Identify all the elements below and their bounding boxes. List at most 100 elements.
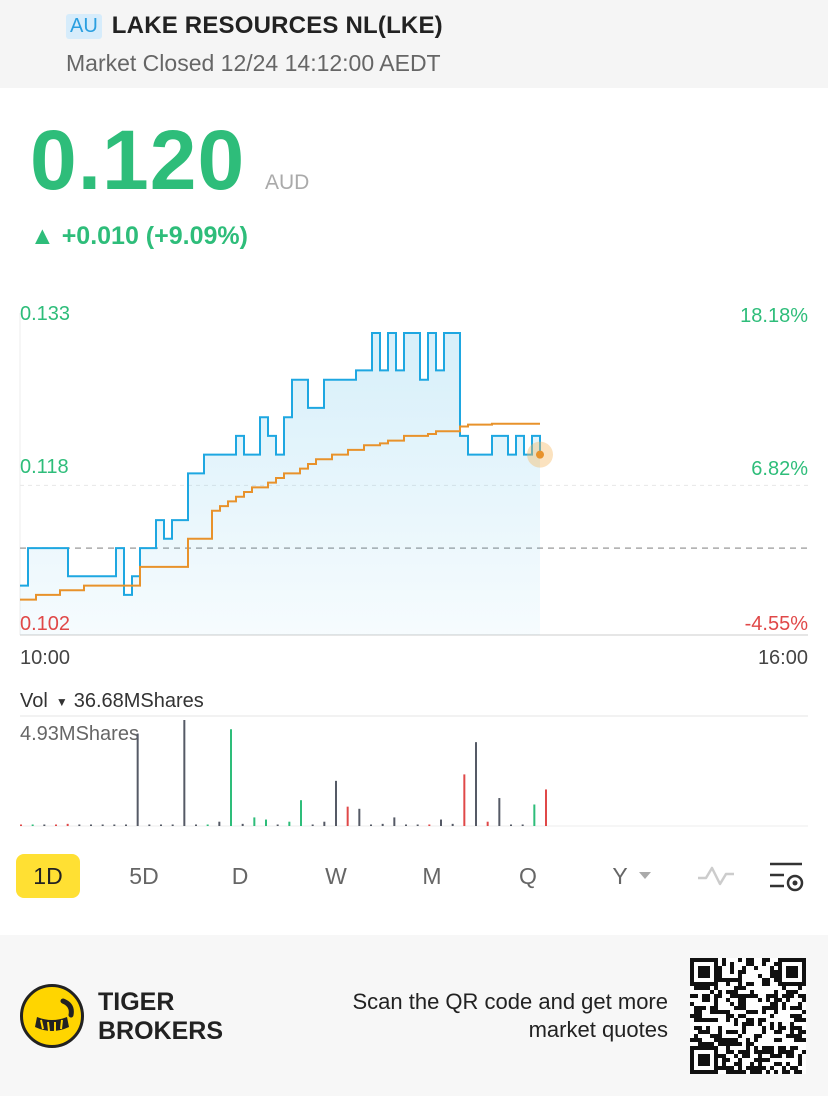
title-row: AU LAKE RESOURCES NL(LKE): [66, 12, 443, 40]
tab-w[interactable]: W: [325, 863, 347, 889]
qr-module: [734, 994, 738, 998]
qr-module: [718, 1010, 722, 1014]
qr-module: [794, 1034, 798, 1038]
qr-module: [702, 966, 706, 970]
qr-module: [758, 998, 762, 1002]
qr-module: [702, 1058, 706, 1062]
qr-module: [706, 1030, 710, 1034]
qr-module: [790, 1054, 794, 1058]
qr-module: [750, 1018, 754, 1022]
qr-module: [778, 958, 782, 962]
volume-chart: [20, 715, 808, 827]
triangle-down-icon: ▼: [55, 694, 68, 709]
qr-module: [778, 970, 782, 974]
qr-module: [746, 1054, 750, 1058]
qr-module: [730, 1050, 734, 1054]
qr-module: [802, 966, 806, 970]
volume-bar: [66, 823, 69, 826]
qr-module: [738, 1042, 742, 1046]
qr-module: [698, 1010, 702, 1014]
volume-bar: [545, 789, 547, 826]
qr-module: [726, 1010, 730, 1014]
qr-module: [782, 1026, 786, 1030]
qr-module: [718, 994, 722, 998]
qr-module: [706, 970, 710, 974]
qr-module: [690, 978, 694, 982]
tab-q[interactable]: Q: [519, 863, 537, 889]
qr-module: [742, 1054, 746, 1058]
volume-bar: [101, 824, 104, 826]
qr-module: [726, 1042, 730, 1046]
qr-module: [798, 982, 802, 986]
qr-module: [734, 1062, 738, 1066]
y-left-top-label: 0.133: [20, 303, 71, 325]
qr-module: [730, 990, 734, 994]
volume-bar: [55, 824, 57, 826]
qr-module: [802, 958, 806, 962]
avg-price-line: [20, 422, 540, 601]
qr-module: [714, 1062, 718, 1066]
intraday-chart[interactable]: 0.133 0.118 0.102 18.18% 6.82% -4.55% 10…: [0, 295, 828, 675]
qr-module: [738, 978, 742, 982]
volume-bar: [253, 817, 256, 826]
tab-m[interactable]: M: [422, 863, 442, 889]
qr-module: [726, 982, 730, 986]
volume-bar: [218, 821, 221, 826]
qr-module: [702, 1070, 706, 1074]
tab-y[interactable]: Y: [612, 863, 628, 889]
qr-module: [710, 982, 714, 986]
qr-module: [786, 1070, 790, 1074]
qr-module: [746, 1038, 750, 1042]
tab-5d[interactable]: 5D: [129, 863, 159, 889]
qr-module: [798, 1058, 802, 1062]
qr-module: [730, 1038, 734, 1042]
market-badge: AU: [66, 13, 102, 39]
qr-module: [722, 958, 726, 962]
qr-module: [794, 1006, 798, 1010]
qr-module: [722, 1054, 726, 1058]
chart-settings-icon[interactable]: [768, 860, 806, 894]
qr-module: [698, 1018, 702, 1022]
qr-module: [702, 1046, 706, 1050]
qr-module: [730, 1066, 734, 1070]
tiger-logo-icon: [20, 984, 84, 1048]
qr-module: [718, 990, 722, 994]
tab-1d[interactable]: 1D: [16, 854, 80, 898]
volume-header[interactable]: Vol ▼ 36.68MShares: [20, 690, 204, 713]
qr-module: [698, 1062, 702, 1066]
qr-module: [778, 1022, 782, 1026]
qr-module: [778, 1062, 782, 1066]
tab-d[interactable]: D: [231, 863, 249, 889]
qr-module: [782, 1002, 786, 1006]
y-dropdown-icon[interactable]: [638, 870, 652, 880]
qr-module: [790, 994, 794, 998]
last-price: 0.120: [30, 113, 246, 207]
qr-module: [726, 1018, 730, 1022]
qr-module: [742, 970, 746, 974]
scan-line-2: market quotes: [528, 1017, 668, 1042]
qr-module: [694, 982, 698, 986]
qr-module: [730, 1014, 734, 1018]
qr-module: [690, 970, 694, 974]
qr-module: [798, 958, 802, 962]
qr-module: [774, 1006, 778, 1010]
volume-bar: [486, 821, 489, 826]
qr-module: [790, 990, 794, 994]
qr-module: [746, 1066, 750, 1070]
volume-bar: [405, 824, 407, 826]
qr-module: [722, 1066, 726, 1070]
qr-module: [698, 1026, 702, 1030]
qr-module: [786, 958, 790, 962]
qr-module: [754, 994, 758, 998]
qr-module: [706, 966, 710, 970]
qr-code-icon[interactable]: [690, 958, 806, 1074]
qr-module: [782, 994, 786, 998]
qr-module: [734, 1054, 738, 1058]
qr-module: [734, 1006, 738, 1010]
qr-module: [718, 1042, 722, 1046]
qr-module: [770, 994, 774, 998]
line-indicator-icon[interactable]: [696, 862, 736, 890]
qr-module: [698, 966, 702, 970]
qr-module: [758, 1062, 762, 1066]
qr-module: [726, 1030, 730, 1034]
